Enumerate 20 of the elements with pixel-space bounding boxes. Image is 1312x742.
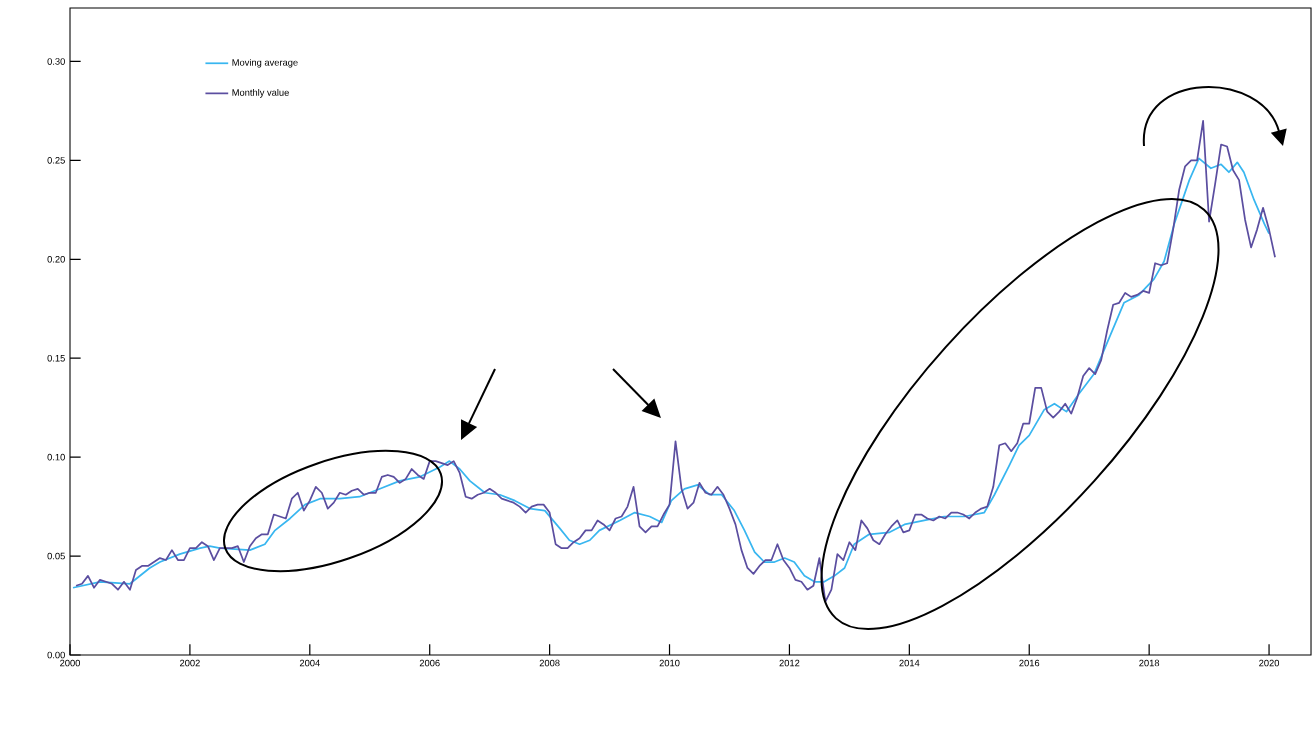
- x-tick-label: 2002: [179, 659, 200, 667]
- x-tick-label: 2018: [1139, 659, 1160, 667]
- y-tick-label: 0.30: [47, 58, 65, 65]
- y-tick-label: 0.25: [47, 157, 65, 164]
- x-tick-label: 2020: [1259, 659, 1280, 667]
- y-tick-label: 0.10: [47, 453, 65, 461]
- y-tick-label: 0.05: [47, 552, 65, 560]
- legend-label: Moving average: [232, 58, 298, 68]
- y-tick-label: 0.15: [47, 354, 65, 362]
- x-tick-label: 2006: [419, 659, 440, 667]
- y-tick-label: 0.00: [47, 651, 65, 659]
- x-tick-label: 2008: [539, 659, 560, 667]
- x-tick-label: 2004: [299, 659, 320, 667]
- x-tick-label: 2012: [779, 659, 800, 667]
- x-tick-label: 2000: [60, 659, 81, 667]
- y-tick-label: 0.20: [47, 255, 65, 263]
- x-tick-label: 2016: [1019, 659, 1040, 667]
- x-tick-label: 2010: [659, 659, 680, 667]
- legend-label: Monthly value: [232, 89, 289, 98]
- x-tick-label: 2014: [899, 659, 920, 667]
